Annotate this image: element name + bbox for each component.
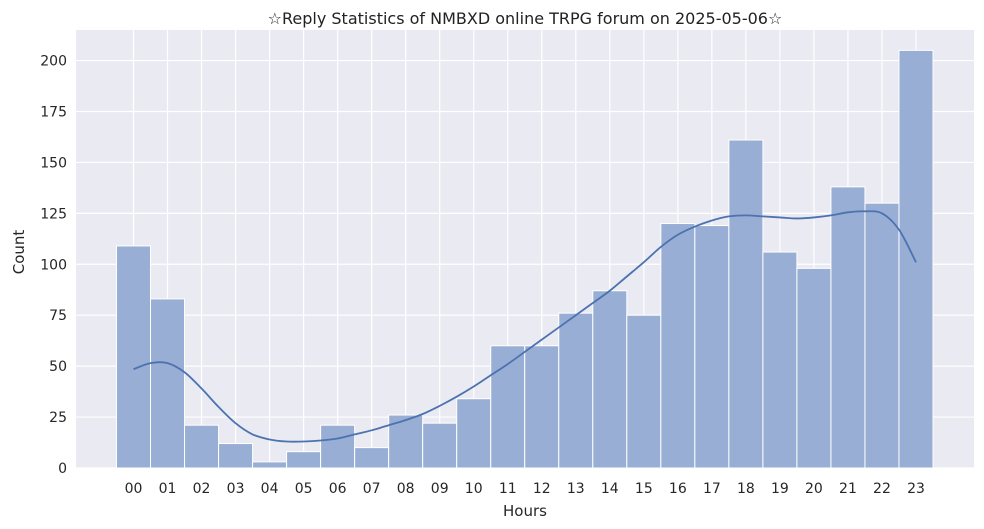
y-tick-label: 75: [49, 308, 67, 324]
y-tick-label: 25: [49, 410, 67, 426]
x-tick-label: 13: [567, 481, 585, 497]
x-tick-label: 11: [499, 481, 517, 497]
bar-11: [490, 345, 526, 469]
bar-18: [728, 139, 764, 469]
bars: [116, 49, 934, 469]
x-tick-label: 09: [431, 481, 449, 497]
x-tick-label: 04: [261, 481, 279, 497]
x-tick-label: 22: [873, 481, 891, 497]
bar-07: [354, 447, 390, 469]
bar-02: [184, 424, 220, 469]
y-tick-label: 100: [40, 257, 67, 273]
bar-14: [592, 290, 628, 469]
bar-10: [456, 398, 492, 469]
chart-title: ☆Reply Statistics of NMBXD online TRPG f…: [268, 9, 783, 28]
bar-09: [422, 422, 458, 469]
y-axis-label: Count: [10, 230, 28, 275]
bar-15: [626, 314, 662, 469]
bar-04: [252, 461, 288, 469]
x-tick-label: 12: [533, 481, 551, 497]
y-tick-label: 200: [40, 54, 67, 70]
x-tick-label: 01: [159, 481, 177, 497]
x-tick-label: 15: [635, 481, 653, 497]
x-tick-label: 06: [329, 481, 347, 497]
bar-13: [558, 312, 594, 469]
bar-12: [524, 345, 560, 469]
y-tick-label: 175: [40, 104, 67, 120]
bar-17: [694, 225, 730, 469]
x-tick-label: 00: [125, 481, 143, 497]
x-tick-label: 18: [737, 481, 755, 497]
y-tick-label: 150: [40, 155, 67, 171]
x-tick-label: 20: [805, 481, 823, 497]
x-tick-label: 05: [295, 481, 313, 497]
x-tick-label: 23: [907, 481, 925, 497]
bar-03: [218, 443, 254, 469]
bar-16: [660, 223, 696, 469]
x-tick-label: 07: [363, 481, 381, 497]
tick-labels: 0 25 50 75 100 125 150 175 200 00 01 02 03 04 05 06 07 08…: [40, 54, 925, 497]
x-tick-label: 08: [397, 481, 415, 497]
y-tick-label: 0: [58, 461, 67, 477]
x-axis-label: Hours: [503, 502, 547, 520]
x-tick-label: 03: [227, 481, 245, 497]
bar-00: [116, 245, 152, 469]
y-tick-label: 125: [40, 206, 67, 222]
kde-curve: [133, 210, 917, 443]
x-tick-label: 21: [839, 481, 857, 497]
bar-21: [830, 186, 866, 469]
bar-19: [762, 251, 798, 469]
bar-22: [864, 202, 900, 469]
bar-01: [150, 298, 186, 469]
bar-05: [286, 451, 322, 469]
x-tick-label: 19: [771, 481, 789, 497]
y-tick-label: 50: [49, 359, 67, 375]
x-tick-label: 14: [601, 481, 619, 497]
bar-06: [320, 424, 356, 469]
bar-20: [796, 267, 832, 469]
x-tick-label: 17: [703, 481, 721, 497]
x-tick-label: 10: [465, 481, 483, 497]
x-tick-label: 02: [193, 481, 211, 497]
x-tick-label: 16: [669, 481, 687, 497]
bar-23: [898, 49, 934, 469]
